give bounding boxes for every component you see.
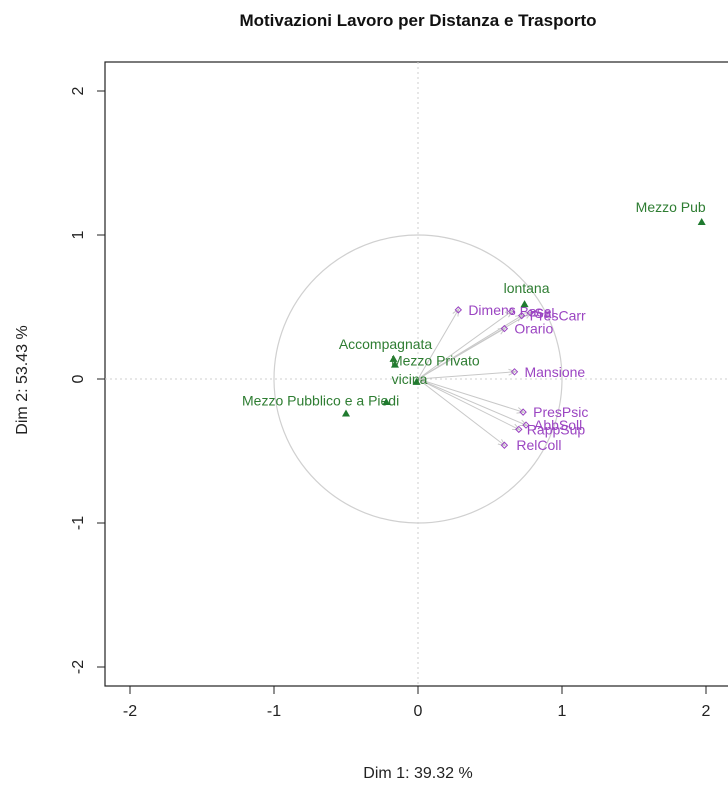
variable-label: Dimens [468, 302, 515, 318]
variable-label: PresCarr [530, 308, 586, 324]
supplementary-label: Mezzo Privato [391, 353, 480, 369]
supplementary-point [342, 409, 350, 417]
correlation-circle [273, 234, 563, 524]
supplementary-point [389, 354, 398, 362]
x-tick-label: 2 [702, 703, 711, 720]
variable-arrow [417, 378, 519, 429]
supplementary-label: vicina [392, 371, 428, 387]
variable-arrow [417, 372, 514, 380]
y-tick-label: -1 [70, 516, 87, 530]
variable-arrow [417, 311, 512, 380]
variable-point [519, 408, 527, 416]
supplementary-label: lontana [504, 280, 550, 296]
supplementary-point [697, 218, 706, 226]
x-tick-label: -1 [267, 703, 281, 720]
variable-point [517, 311, 526, 320]
variable-label: RappSup [527, 421, 586, 437]
variable-label: Orario [514, 321, 553, 337]
variable-label: Sal [534, 305, 554, 321]
variable-label: AbbSoll [534, 417, 582, 433]
x-tick-label: 1 [558, 703, 567, 720]
variable-point [515, 425, 523, 434]
variable-arrow [417, 378, 526, 425]
y-tick-label: 1 [70, 230, 87, 239]
variable-arrow [417, 310, 458, 380]
y-tick-label: 0 [70, 374, 87, 383]
supplementary-label: Accompagnata [339, 336, 433, 352]
y-tick-label: -2 [70, 660, 87, 674]
x-axis-title: Dim 1: 39.32 % [363, 765, 472, 782]
variable-arrow [417, 378, 504, 445]
supplementary-point [382, 398, 391, 406]
supplementary-point [520, 300, 529, 308]
plot-frame [104, 61, 728, 687]
supplementary-point [412, 377, 421, 385]
y-tick-label: 2 [70, 86, 87, 95]
variable-label: RelColl [516, 437, 561, 453]
supplementary-point [390, 360, 399, 368]
variable-point [507, 307, 516, 316]
variable-point [500, 441, 509, 449]
y-axis-title: Dim 2: 53.43 % [14, 325, 31, 434]
variable-arrow [417, 329, 504, 380]
variable-point [526, 309, 535, 317]
variable-arrow [417, 378, 523, 412]
variable-point [522, 421, 530, 429]
variable-label: Mansione [524, 364, 585, 380]
variable-point [510, 368, 519, 376]
x-tick-label: -2 [123, 703, 137, 720]
variable-point [500, 324, 509, 333]
variable-label: PresPsic [533, 404, 588, 420]
supplementary-label: Mezzo Pub [636, 199, 706, 215]
supplementary-label: Mezzo Pubblico e a Piedi [242, 393, 399, 409]
variable-point [454, 306, 463, 314]
chart-title: Motivazioni Lavoro per Distanza e Traspo… [239, 11, 596, 30]
x-tick-label: 0 [414, 703, 423, 720]
